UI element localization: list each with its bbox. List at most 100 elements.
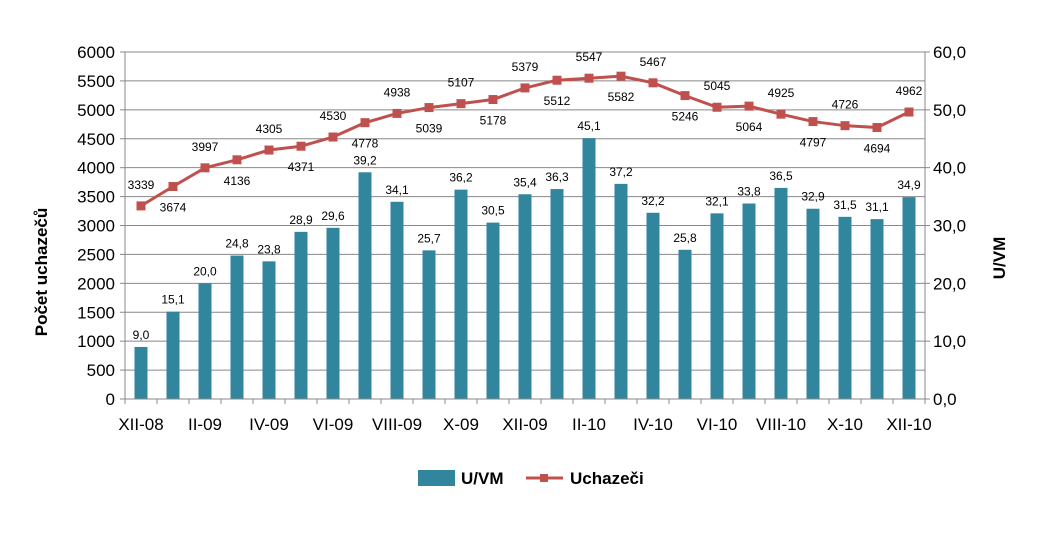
- bar-u-vm: [262, 261, 276, 399]
- line-data-label: 4305: [256, 122, 283, 136]
- bar-data-label: 45,1: [577, 119, 601, 133]
- bar-u-vm: [454, 189, 468, 399]
- bar-data-label: 29,6: [321, 209, 345, 223]
- line-marker: [872, 123, 882, 133]
- line-data-label: 3997: [192, 140, 219, 154]
- legend-swatch-u-vm: [418, 470, 455, 486]
- line-data-label: 5246: [672, 110, 699, 124]
- y-left-tick-label: 2500: [77, 245, 115, 264]
- y-left-tick-label: 5500: [77, 72, 115, 91]
- line-data-label: 5512: [544, 94, 571, 108]
- line-data-label: 5178: [480, 114, 507, 128]
- line-data-label: 5467: [640, 55, 667, 69]
- y-right-tick-label: 10,0: [933, 332, 966, 351]
- y-right-tick-label: 0,0: [933, 390, 957, 409]
- y-left-tick-label: 3500: [77, 188, 115, 207]
- bar-data-label: 34,9: [897, 178, 921, 192]
- bar-u-vm: [646, 212, 660, 399]
- bar-series-u-vm: [134, 138, 916, 399]
- y-right-tick-label: 40,0: [933, 159, 966, 178]
- x-tick-label: II-10: [572, 415, 606, 434]
- bar-u-vm: [486, 222, 500, 399]
- bar-data-label: 15,1: [161, 293, 185, 307]
- y-left-tick-label: 3000: [77, 217, 115, 236]
- line-data-label: 4797: [800, 136, 827, 150]
- line-marker: [776, 109, 786, 119]
- line-data-label: 5107: [448, 76, 475, 90]
- bar-data-label: 36,3: [545, 170, 569, 184]
- y-left-tick-label: 1000: [77, 332, 115, 351]
- line-marker: [264, 145, 274, 155]
- bar-data-label: 33,8: [737, 185, 761, 199]
- bar-data-label: 36,2: [449, 171, 473, 185]
- bar-u-vm: [230, 255, 244, 399]
- bar-u-vm: [614, 183, 628, 399]
- y-right-tick-label: 50,0: [933, 101, 966, 120]
- x-tick-label: X-09: [443, 415, 479, 434]
- bar-u-vm: [582, 138, 596, 399]
- bar-data-label: 32,1: [705, 194, 729, 208]
- line-data-label: 4778: [352, 137, 379, 151]
- legend-label-u-vm: U/VM: [461, 469, 504, 488]
- y-left-tick-label: 4500: [77, 130, 115, 149]
- line-marker: [424, 103, 434, 113]
- x-tick-label: VI-09: [313, 415, 354, 434]
- line-marker: [520, 83, 530, 93]
- bar-u-vm: [710, 213, 724, 399]
- line-marker: [360, 118, 370, 128]
- line-data-label: 5379: [512, 60, 539, 74]
- bar-data-label: 25,8: [673, 231, 697, 245]
- line-marker: [456, 99, 466, 109]
- line-data-label: 4726: [832, 98, 859, 112]
- bar-u-vm: [166, 311, 180, 399]
- bar-data-label: 32,9: [801, 190, 825, 204]
- x-tick-label: VIII-09: [372, 415, 422, 434]
- line-marker: [328, 132, 338, 142]
- x-tick-label: VIII-10: [756, 415, 806, 434]
- line-data-label: 4925: [768, 86, 795, 100]
- bar-u-vm: [326, 227, 340, 399]
- bar-data-label: 24,8: [225, 237, 249, 251]
- y-right-tick-label: 30,0: [933, 217, 966, 236]
- bar-u-vm: [358, 172, 372, 399]
- bar-u-vm: [198, 283, 212, 399]
- line-marker: [712, 102, 722, 112]
- bar-u-vm: [742, 203, 756, 399]
- line-marker: [584, 73, 594, 83]
- line-marker: [840, 121, 850, 131]
- bar-data-label: 20,0: [193, 264, 217, 278]
- line-data-label: 5045: [704, 79, 731, 93]
- bar-u-vm: [774, 187, 788, 399]
- x-tick-label: VI-10: [697, 415, 738, 434]
- x-tick-label: IV-09: [249, 415, 289, 434]
- line-marker: [552, 75, 562, 85]
- line-data-label: 5039: [416, 122, 443, 136]
- line-marker: [744, 101, 754, 111]
- x-tick-label: XII-09: [502, 415, 547, 434]
- bar-u-vm: [134, 346, 148, 399]
- bar-data-label: 39,2: [353, 153, 377, 167]
- bar-data-label: 31,5: [833, 198, 857, 212]
- line-data-label: 4938: [384, 85, 411, 99]
- line-data-label: 3674: [160, 201, 187, 215]
- x-tick-label: IV-10: [633, 415, 673, 434]
- line-marker: [904, 107, 914, 117]
- line-marker: [680, 91, 690, 101]
- bar-data-label: 23,8: [257, 242, 281, 256]
- bar-u-vm: [294, 231, 308, 399]
- bar-data-label: 25,7: [417, 231, 441, 245]
- legend-label-uchazeci: Uchazeči: [570, 469, 644, 488]
- bar-data-label: 28,9: [289, 213, 313, 227]
- line-data-label: 5064: [736, 120, 763, 134]
- line-marker: [136, 201, 146, 211]
- bar-data-label: 35,4: [513, 175, 537, 189]
- bar-u-vm: [390, 201, 404, 399]
- line-marker: [648, 78, 658, 88]
- line-data-label: 4371: [288, 160, 315, 174]
- line-data-label: 5547: [576, 50, 603, 64]
- bar-u-vm: [518, 194, 532, 399]
- bar-data-label: 9,0: [133, 328, 150, 342]
- y-left-tick-label: 2000: [77, 274, 115, 293]
- data-labels: 9,0 15,1 20,0 24,8 23,8 28,9 29,6 39,2 34,1 25,7 3…: [128, 50, 923, 342]
